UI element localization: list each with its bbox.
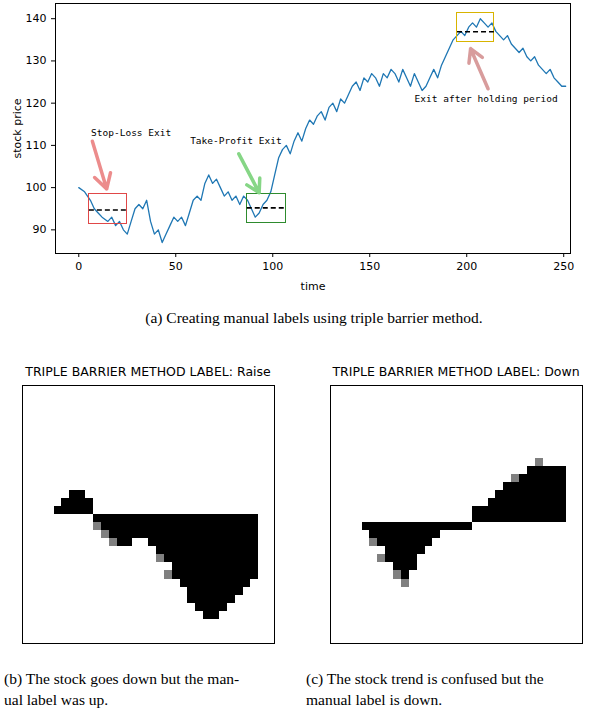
html-text:(c) The stock trend is confuse: (c) The stock trend is confused but the bbox=[306, 670, 544, 687]
svg-text:time: time bbox=[301, 280, 326, 293]
svg-text:250: 250 bbox=[553, 260, 574, 273]
svg-text:0: 0 bbox=[75, 260, 82, 273]
svg-text:Exit after holding period: Exit after holding period bbox=[415, 93, 558, 104]
html-text:ual label was up.: ual label was up. bbox=[4, 691, 109, 708]
svg-text:130: 130 bbox=[26, 54, 47, 67]
svg-text:100: 100 bbox=[262, 260, 283, 273]
html-text:(b) The stock goes down but th: (b) The stock goes down but the man- bbox=[4, 670, 240, 687]
svg-text:110: 110 bbox=[26, 139, 47, 152]
svg-text:Stop-Loss Exit: Stop-Loss Exit bbox=[91, 127, 171, 138]
svg-text:200: 200 bbox=[456, 260, 477, 273]
html-text:TRIPLE BARRIER METHOD LABEL: R: TRIPLE BARRIER METHOD LABEL: Raise bbox=[25, 364, 271, 379]
svg-text:140: 140 bbox=[26, 12, 47, 25]
html-text:manual label is down.: manual label is down. bbox=[306, 691, 442, 708]
svg-text:150: 150 bbox=[359, 260, 380, 273]
svg-text:Take-Profit Exit: Take-Profit Exit bbox=[190, 135, 282, 146]
html-text:TRIPLE BARRIER METHOD LABEL: D: TRIPLE BARRIER METHOD LABEL: Down bbox=[332, 364, 580, 379]
svg-text:90: 90 bbox=[33, 223, 47, 236]
svg-text:120: 120 bbox=[26, 97, 47, 110]
html-text:(a) Creating manual labels usi: (a) Creating manual labels using triple … bbox=[145, 309, 483, 326]
svg-text:100: 100 bbox=[26, 181, 47, 194]
svg-text:stock price: stock price bbox=[11, 98, 24, 158]
svg-text:50: 50 bbox=[169, 260, 183, 273]
